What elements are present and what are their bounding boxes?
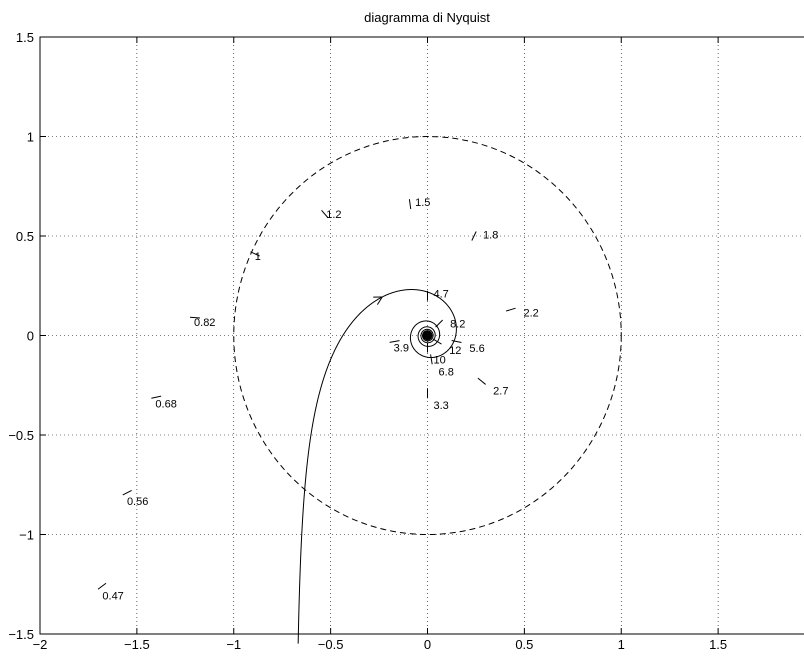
frequency-label: 3.3 [434, 400, 449, 412]
frequency-tick [430, 354, 433, 365]
y-tick-label: 1 [27, 130, 34, 145]
frequency-label: 2.7 [493, 386, 508, 398]
frequency-label: 1 [255, 251, 261, 263]
frequency-tick [432, 338, 442, 345]
y-tick-label: −1.5 [8, 627, 34, 642]
frequency-label: 6.8 [439, 366, 454, 378]
x-tick-label: 1.5 [709, 637, 727, 652]
y-tick-label: 1.5 [16, 30, 34, 45]
frequency-tick [471, 231, 477, 241]
plot-area-frame [39, 36, 804, 635]
x-tick-label: 0 [424, 637, 431, 652]
x-tick-label: 1 [618, 637, 625, 652]
frequency-tick [505, 307, 516, 312]
y-tick-label: −0.5 [8, 428, 34, 443]
frequency-label: 5.6 [469, 343, 484, 355]
frequency-tick [97, 582, 107, 590]
frequency-label: 4.7 [434, 289, 449, 301]
y-tick-label: 0 [27, 329, 34, 344]
frequency-label: 1.8 [483, 230, 498, 242]
frequency-tick [250, 251, 260, 257]
x-tick-label: −2 [33, 637, 48, 652]
frequency-tick [189, 316, 201, 319]
frequency-markers: 0.47 0.56 0.68 0.82 1 1.2 1.5 1.8 2.2 2.7 3.3 3.9 4.… [97, 197, 539, 602]
chart-title: diagramma di Nyquist [364, 10, 490, 25]
frequency-label: 12 [449, 345, 461, 357]
unit-circle [233, 136, 622, 535]
frequency-tick [435, 319, 444, 328]
frequency-label: 0.68 [155, 399, 176, 411]
frequency-tick [151, 395, 162, 399]
frequency-tick [122, 489, 132, 496]
x-tick-label: 0.5 [515, 637, 533, 652]
direction-arrow [373, 296, 384, 305]
x-tick-label: −1 [226, 637, 241, 652]
unit-circle-layer [233, 136, 622, 535]
frequency-label: 2.2 [524, 308, 539, 320]
frequency-label: 0.47 [102, 590, 123, 602]
frequency-label: 3.9 [394, 343, 409, 355]
grid [40, 37, 804, 634]
frequency-tick [321, 210, 329, 219]
y-tick-label: −1 [19, 528, 34, 543]
frequency-label: 0.56 [127, 496, 148, 508]
nyquist-curve-layer [297, 289, 457, 644]
frequency-tick [451, 339, 462, 343]
axes: −2−1.5−1−0.500.511.52−1.5−1−0.500.511.5 [8, 30, 727, 652]
frequency-tick [477, 377, 486, 385]
frequency-tick [389, 340, 400, 343]
x-tick-label: −0.5 [318, 637, 344, 652]
frequency-tick [408, 199, 412, 210]
nyquist-curve [297, 289, 457, 644]
frequency-label: 1.2 [326, 209, 341, 221]
frequency-label: 0.82 [194, 317, 215, 329]
frequency-label: 1.5 [415, 197, 430, 209]
frequency-label: 10 [434, 354, 446, 366]
y-tick-label: 0.5 [16, 229, 34, 244]
x-tick-label: −1.5 [124, 637, 150, 652]
frequency-label: 8.2 [450, 319, 465, 331]
